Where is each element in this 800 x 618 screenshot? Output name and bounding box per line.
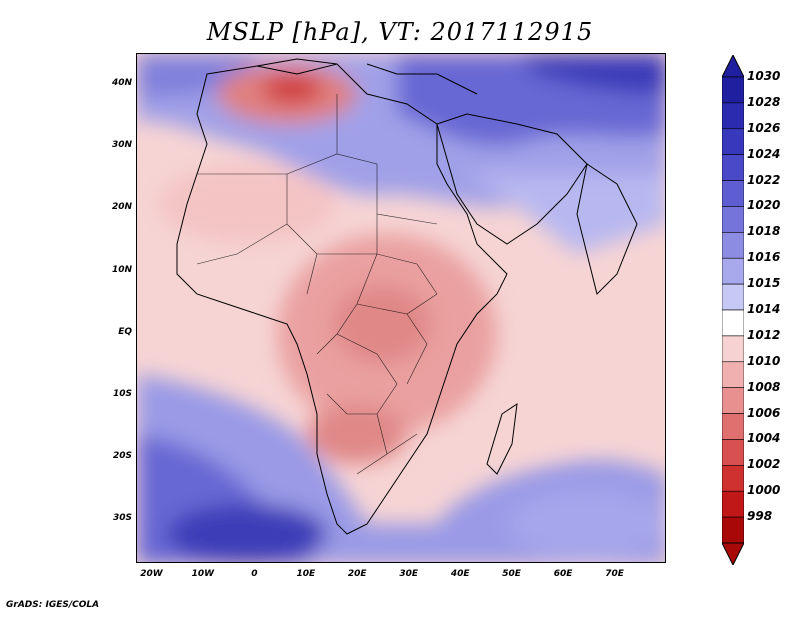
colorbar-swatch [722,206,744,233]
pressure-shading [137,54,665,562]
colorbar-label: 1010 [747,353,781,368]
colorbar-swatch [722,516,744,544]
colorbar-swatch [722,361,744,388]
credit-text: GrADS: IGES/COLA [6,600,100,610]
colorbar-top-arrow [722,55,744,78]
longitude-label: 20E [347,569,367,579]
latitude-label: 20N [111,202,132,213]
colorbar-label: 1015 [747,276,781,291]
borders [196,94,438,475]
colorbar-label: 1014 [747,302,781,316]
colorbar-label: 1008 [747,379,781,394]
colorbar-label: 1004 [747,431,781,446]
latitude-label: 10N [111,264,132,275]
colorbar-swatch [722,465,744,492]
longitude-label: 60E [553,569,573,579]
longitude-label: 70E [605,569,624,579]
colorbar-swatch [722,128,744,155]
pressure-field-map [137,54,665,562]
latitude-label: 20S [112,451,132,462]
colorbar-label: 1000 [747,483,781,498]
longitude-label: 0 [251,569,258,579]
coastlines [176,58,638,535]
colorbar-label: 1024 [747,146,781,161]
colorbar-bottom-arrow [722,542,744,565]
colorbar-label: 1012 [747,327,781,342]
colorbar-swatch [722,387,744,414]
latitude-label: 30S [112,513,132,524]
latitude-label: 40N [111,78,132,89]
colorbar-label: 1016 [747,250,781,265]
colorbar-label: 1028 [747,94,781,109]
colorbar-label: 1006 [747,405,781,420]
colorbar-label: 1002 [747,457,781,472]
colorbar-swatch [722,76,744,104]
longitude-label: 10W [191,569,215,579]
longitude-label: 10E [296,569,316,579]
mediterranean-coast [256,58,478,95]
longitude-label: 20W [140,569,163,579]
longitude-label: 30E [399,569,419,579]
colorbar-label: 1030 [747,69,781,83]
colorbar-swatch [722,180,744,207]
colorbar-label: 1022 [747,172,781,187]
colorbar-swatch [722,257,744,285]
colorbar-label: 998 [747,509,773,524]
colorbar-label: 1018 [747,224,781,239]
colorbar-swatch [722,413,744,440]
latitude-label: 10S [112,389,132,400]
latitude-label: EQ [118,326,132,337]
arabia-coast [436,113,588,245]
colorbar-swatch [722,232,744,259]
colorbar-swatch [722,154,744,181]
colorbar [722,55,744,565]
colorbar-swatch [722,283,744,311]
map-panel [136,53,666,563]
colorbar-swatch [722,439,744,466]
india-coast [576,163,638,295]
colorbar-swatch [722,335,744,363]
longitude-label: 40E [450,569,470,579]
colorbar-swatch [722,490,744,518]
longitude-label: 50E [502,569,521,579]
map-title: MSLP [hPa], VT: 2017112915 [206,18,594,46]
colorbar-label: 1026 [747,120,781,135]
latitude-label: 30N [111,140,132,151]
colorbar-swatch [722,309,744,337]
colorbar-swatch [722,102,744,130]
madagascar-coast [486,402,518,475]
africa-coast [176,63,508,535]
colorbar-label: 1020 [747,198,781,213]
